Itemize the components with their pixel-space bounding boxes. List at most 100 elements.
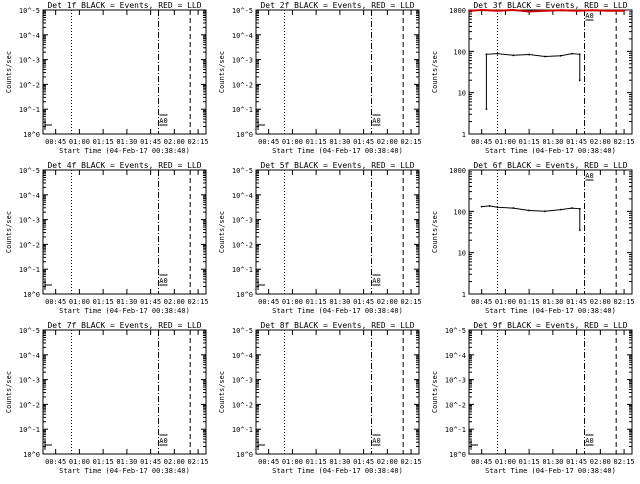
data-point-lld — [528, 10, 531, 13]
x-tick-label: 02:00 — [590, 458, 611, 466]
y-tick-label: 10^-2 — [19, 401, 40, 409]
y-tick-label: 10^0 — [236, 291, 253, 299]
data-point-lld — [496, 9, 499, 12]
data-point-lld — [623, 9, 625, 12]
chart-title: Det 6f BLACK = Events, RED = LLD — [473, 161, 627, 170]
x-tick-label: 01:45 — [140, 138, 161, 146]
annotation-label: A0 — [585, 437, 593, 445]
x-tick-label: 00:45 — [258, 458, 279, 466]
x-tick-label: 01:45 — [566, 458, 587, 466]
x-tick-label: 01:45 — [353, 458, 374, 466]
data-point-events — [528, 53, 531, 56]
chart-title: Det 7f BLACK = Events, RED = LLD — [47, 321, 201, 330]
x-tick-label: 02:00 — [377, 458, 398, 466]
x-tick-label: 01:15 — [519, 138, 540, 146]
x-tick-label: 02:00 — [164, 138, 185, 146]
x-tick-label: 01:15 — [93, 298, 114, 306]
y-tick-label: 10^0 — [236, 451, 253, 459]
plot-frame — [468, 329, 633, 455]
data-point-events — [488, 205, 491, 207]
data-point-events — [485, 53, 488, 56]
plot-frame — [42, 9, 207, 135]
x-tick-label: 01:30 — [542, 298, 563, 306]
chart-title: Det 1f BLACK = Events, RED = LLD — [47, 1, 201, 10]
data-point-lld — [591, 9, 594, 12]
y-tick-label: 10^-1 — [232, 266, 253, 274]
x-axis-label: Start Time (04-Feb-17 00:38:40) — [272, 467, 403, 475]
x-tick-label: 01:15 — [306, 298, 327, 306]
x-tick-label: 01:15 — [306, 458, 327, 466]
y-tick-label: 10^-2 — [445, 401, 466, 409]
y-tick-label: 10^-3 — [445, 377, 466, 385]
y-tick-label: 10^-3 — [232, 57, 253, 65]
x-tick-label: 00:45 — [45, 298, 66, 306]
y-tick-label: 10^0 — [23, 451, 40, 459]
y-tick-label: 10^-5 — [232, 7, 253, 15]
y-tick-label: 10^-4 — [445, 352, 466, 360]
y-tick-label: 10^-4 — [19, 352, 40, 360]
y-tick-label: 10^-2 — [232, 401, 253, 409]
x-tick-label: 01:30 — [542, 138, 563, 146]
x-axis-label: Start Time (04-Feb-17 00:38:40) — [59, 467, 190, 475]
y-axis-label: Counts/sec — [5, 371, 13, 413]
chart-title: Det 8f BLACK = Events, RED = LLD — [260, 321, 414, 330]
chart-title: Det 2f BLACK = Events, RED = LLD — [260, 1, 414, 10]
data-point-lld — [544, 9, 546, 12]
data-point-events — [544, 210, 546, 213]
x-tick-label: 02:15 — [614, 298, 635, 306]
y-tick-label: 100 — [453, 48, 466, 56]
detector-panel-4: Det 4f BLACK = Events, RED = LLD 10^0 10^-… — [0, 160, 213, 320]
y-tick-label: 1000 — [449, 167, 466, 175]
x-axis-label: Start Time (04-Feb-17 00:38:40) — [272, 147, 403, 155]
x-tick-label: 01:45 — [140, 298, 161, 306]
detector-panel-6: Det 6f BLACK = Events, RED = LLD 1 10 100 10… — [426, 160, 639, 320]
data-point-lld — [559, 9, 562, 12]
y-tick-label: 1 — [462, 291, 466, 299]
data-point-events — [578, 79, 581, 82]
chart-title: Det 5f BLACK = Events, RED = LLD — [260, 161, 414, 170]
y-tick-label: 10^0 — [23, 131, 40, 139]
x-tick-label: 02:15 — [401, 138, 422, 146]
y-tick-label: 10^-1 — [232, 426, 253, 434]
x-axis-label: Start Time (04-Feb-17 00:38:40) — [485, 307, 616, 315]
y-tick-label: 1 — [462, 131, 466, 139]
x-tick-label: 01:00 — [282, 458, 303, 466]
y-axis-label: Counts/sec — [5, 51, 13, 93]
x-tick-label: 01:00 — [495, 138, 516, 146]
plot-frame — [468, 9, 633, 135]
series-line-lld — [468, 8, 625, 13]
data-point-events — [578, 229, 581, 232]
y-tick-label: 10^-2 — [232, 81, 253, 89]
y-tick-label: 10 — [458, 90, 466, 98]
data-point-lld — [512, 9, 515, 11]
y-axis-label: Counts/sec — [431, 371, 439, 413]
x-tick-label: 01:00 — [282, 298, 303, 306]
y-tick-label: 10^-1 — [19, 266, 40, 274]
y-tick-label: 10 — [458, 250, 466, 258]
x-tick-label: 00:45 — [471, 138, 492, 146]
chart-svg: Det 3f BLACK = Events, RED = LLD 1 10 100 10… — [431, 1, 635, 155]
chart-svg: Det 9f BLACK = Events, RED = LLD 10^0 10^-… — [431, 321, 635, 475]
x-tick-label: 00:45 — [471, 298, 492, 306]
x-tick-label: 01:30 — [116, 298, 137, 306]
y-axis-label: Counts/sec — [218, 371, 226, 413]
x-tick-label: 00:45 — [45, 458, 66, 466]
x-tick-label: 01:30 — [329, 458, 350, 466]
x-tick-label: 02:15 — [614, 138, 635, 146]
x-tick-label: 01:15 — [306, 138, 327, 146]
chart-svg: Det 8f BLACK = Events, RED = LLD 10^0 10^-… — [218, 321, 422, 475]
x-tick-label: 01:45 — [566, 298, 587, 306]
x-tick-label: 00:45 — [45, 138, 66, 146]
data-point-events — [544, 55, 546, 58]
detector-panel-8: Det 8f BLACK = Events, RED = LLD 10^0 10^-… — [213, 320, 426, 480]
y-tick-label: 10^-5 — [232, 167, 253, 175]
x-tick-label: 01:00 — [495, 298, 516, 306]
data-point-events — [512, 54, 515, 57]
data-point-events — [480, 205, 483, 208]
data-point-events — [496, 52, 499, 55]
x-tick-label: 02:00 — [590, 138, 611, 146]
data-point-events — [570, 207, 573, 209]
y-tick-label: 1000 — [449, 7, 466, 15]
chart-title: Det 3f BLACK = Events, RED = LLD — [473, 1, 627, 10]
x-tick-label: 01:45 — [566, 138, 587, 146]
